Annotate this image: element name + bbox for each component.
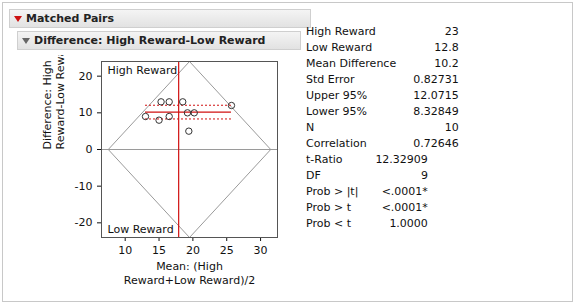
svg-text:Difference: HighReward-Low Rew: Difference: HighReward-Low Reward: [41, 55, 67, 150]
html-text:10: 10: [444, 120, 459, 134]
html-text:8.32849: 8.32849: [413, 104, 459, 118]
svg-text:10: 10: [79, 106, 93, 119]
svg-text:15: 15: [152, 244, 166, 257]
svg-text:20: 20: [79, 70, 93, 83]
html-text:Prob < t: Prob < t: [306, 216, 351, 230]
html-text:Prob > t: Prob > t: [306, 200, 351, 214]
html-text:12.0715: 12.0715: [413, 88, 459, 102]
html-text:Correlation: Correlation: [306, 136, 367, 150]
html-text:12.32909: 12.32909: [375, 152, 428, 166]
html-text:10.2: 10.2: [434, 56, 459, 70]
svg-text:10: 10: [118, 244, 132, 257]
html-text:<.0001*: <.0001*: [381, 184, 428, 198]
html-text:23: 23: [444, 24, 459, 38]
html-text:Lower 95%: Lower 95%: [306, 104, 367, 118]
html-text:Mean Difference: Mean Difference: [306, 56, 397, 70]
html-text:Std Error: Std Error: [306, 72, 355, 86]
svg-text:25: 25: [220, 244, 234, 257]
html-text:1.0000: 1.0000: [389, 216, 428, 230]
svg-text:20: 20: [186, 244, 200, 257]
html-text:Difference: High Reward-Low Re: Difference: High Reward-Low Reward: [34, 34, 266, 47]
svg-text:30: 30: [254, 244, 268, 257]
svg-text:-10: -10: [75, 180, 93, 193]
html-text:t-Ratio: t-Ratio: [306, 152, 343, 166]
html-text:N: N: [306, 120, 315, 134]
svg-text:Low Reward: Low Reward: [108, 223, 174, 236]
html-text:9: 9: [420, 168, 428, 182]
svg-text:Mean: (HighReward+Low Reward)/: Mean: (HighReward+Low Reward)/2: [124, 260, 255, 286]
svg-text:-20: -20: [75, 216, 93, 229]
html-text:12.8: 12.8: [434, 40, 459, 54]
html-text:Low Reward: Low Reward: [306, 40, 373, 54]
html-text:0.82731: 0.82731: [413, 72, 459, 86]
html-text:DF: DF: [306, 168, 321, 182]
svg-text:High Reward: High Reward: [108, 64, 178, 77]
html-text:0.72646: 0.72646: [413, 136, 459, 150]
html-text:<.0001*: <.0001*: [381, 200, 428, 214]
svg-text:0: 0: [86, 143, 93, 156]
html-text:Prob > |t|: Prob > |t|: [306, 184, 359, 198]
html-text:Matched Pairs: Matched Pairs: [26, 12, 115, 25]
html-text:High Reward: High Reward: [306, 24, 376, 38]
html-text:Upper 95%: Upper 95%: [306, 88, 368, 102]
